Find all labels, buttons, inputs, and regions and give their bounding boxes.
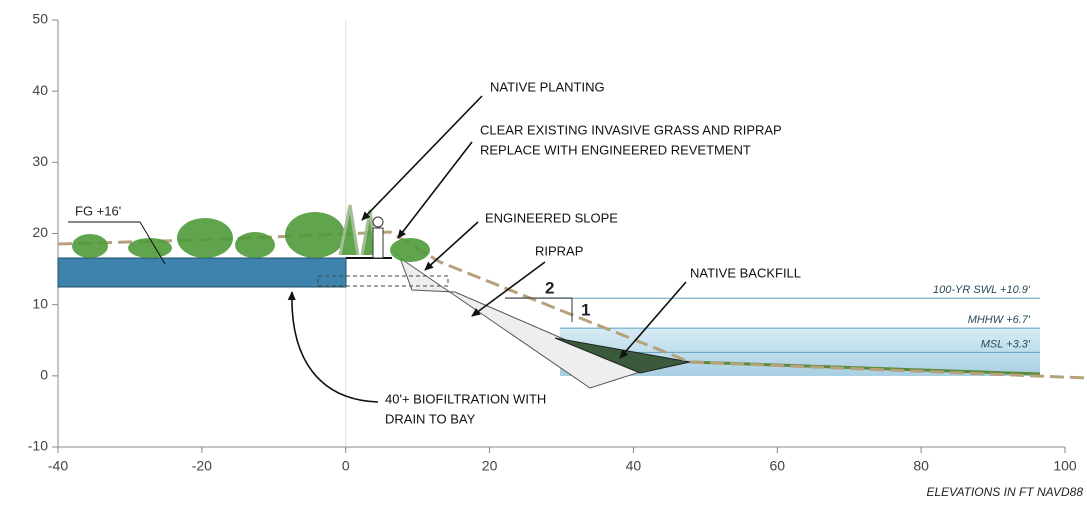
slope-rise: 1 bbox=[581, 300, 590, 319]
arrow bbox=[397, 141, 473, 239]
y-tick-label: 10 bbox=[32, 295, 48, 311]
x-tick-label: 20 bbox=[482, 458, 498, 474]
y-tick-label: 40 bbox=[32, 82, 48, 98]
finished-grade: FG +16' bbox=[68, 203, 166, 265]
x-tick-label: -40 bbox=[48, 458, 68, 474]
label: NATIVE PLANTING bbox=[490, 79, 605, 94]
y-tick-label: 0 bbox=[40, 367, 48, 383]
person bbox=[372, 216, 384, 259]
slope-symbol bbox=[505, 297, 573, 322]
x-tick-label: 0 bbox=[342, 458, 350, 474]
x-tick-label: 80 bbox=[913, 458, 929, 474]
water-level-label: MHHW +6.7' bbox=[968, 314, 1031, 326]
label: REPLACE WITH ENGINEERED REVETMENT bbox=[480, 142, 751, 157]
water-level-label: MSL +3.3' bbox=[981, 338, 1031, 350]
arrow bbox=[424, 221, 479, 271]
y-tick-label: -10 bbox=[28, 438, 48, 454]
axes: -10 0 10 20 30 40 50 -40 -20 0 20 40 60 80 100 bbox=[28, 11, 1077, 474]
x-tick-label: 100 bbox=[1053, 458, 1077, 474]
arrow bbox=[471, 261, 546, 317]
label: RIPRAP bbox=[535, 243, 583, 258]
biofiltration-box bbox=[57, 257, 347, 288]
drain-pipe bbox=[317, 275, 449, 287]
x-tick-label: -20 bbox=[192, 458, 212, 474]
x-tick-label: 60 bbox=[769, 458, 785, 474]
riprap bbox=[398, 256, 642, 389]
y-tick-label: 50 bbox=[32, 11, 48, 27]
label: DRAIN TO BAY bbox=[385, 411, 476, 426]
water-level-label: 100-YR SWL +10.9' bbox=[933, 284, 1031, 296]
arrow bbox=[287, 291, 379, 403]
arrow bbox=[619, 281, 687, 359]
water-levels: 100-YR SWL +10.9' MHHW +6.7' MSL +3.3' bbox=[505, 284, 1040, 353]
y-tick-label: 20 bbox=[32, 224, 48, 240]
label: ENGINEERED SLOPE bbox=[485, 210, 618, 225]
fg-leader bbox=[68, 221, 166, 265]
fg-label: FG +16' bbox=[75, 203, 121, 218]
label: 40'+ BIOFILTRATION WITH bbox=[385, 391, 546, 406]
x-tick-label: 40 bbox=[626, 458, 642, 474]
slope-run: 2 bbox=[545, 278, 554, 297]
arrow bbox=[361, 95, 483, 221]
label: CLEAR EXISTING INVASIVE GRASS AND RIPRAP bbox=[480, 122, 782, 137]
y-tick-label: 30 bbox=[32, 153, 48, 169]
axis-note: ELEVATIONS IN FT NAVD88 bbox=[927, 485, 1084, 499]
label: NATIVE BACKFILL bbox=[690, 265, 801, 280]
